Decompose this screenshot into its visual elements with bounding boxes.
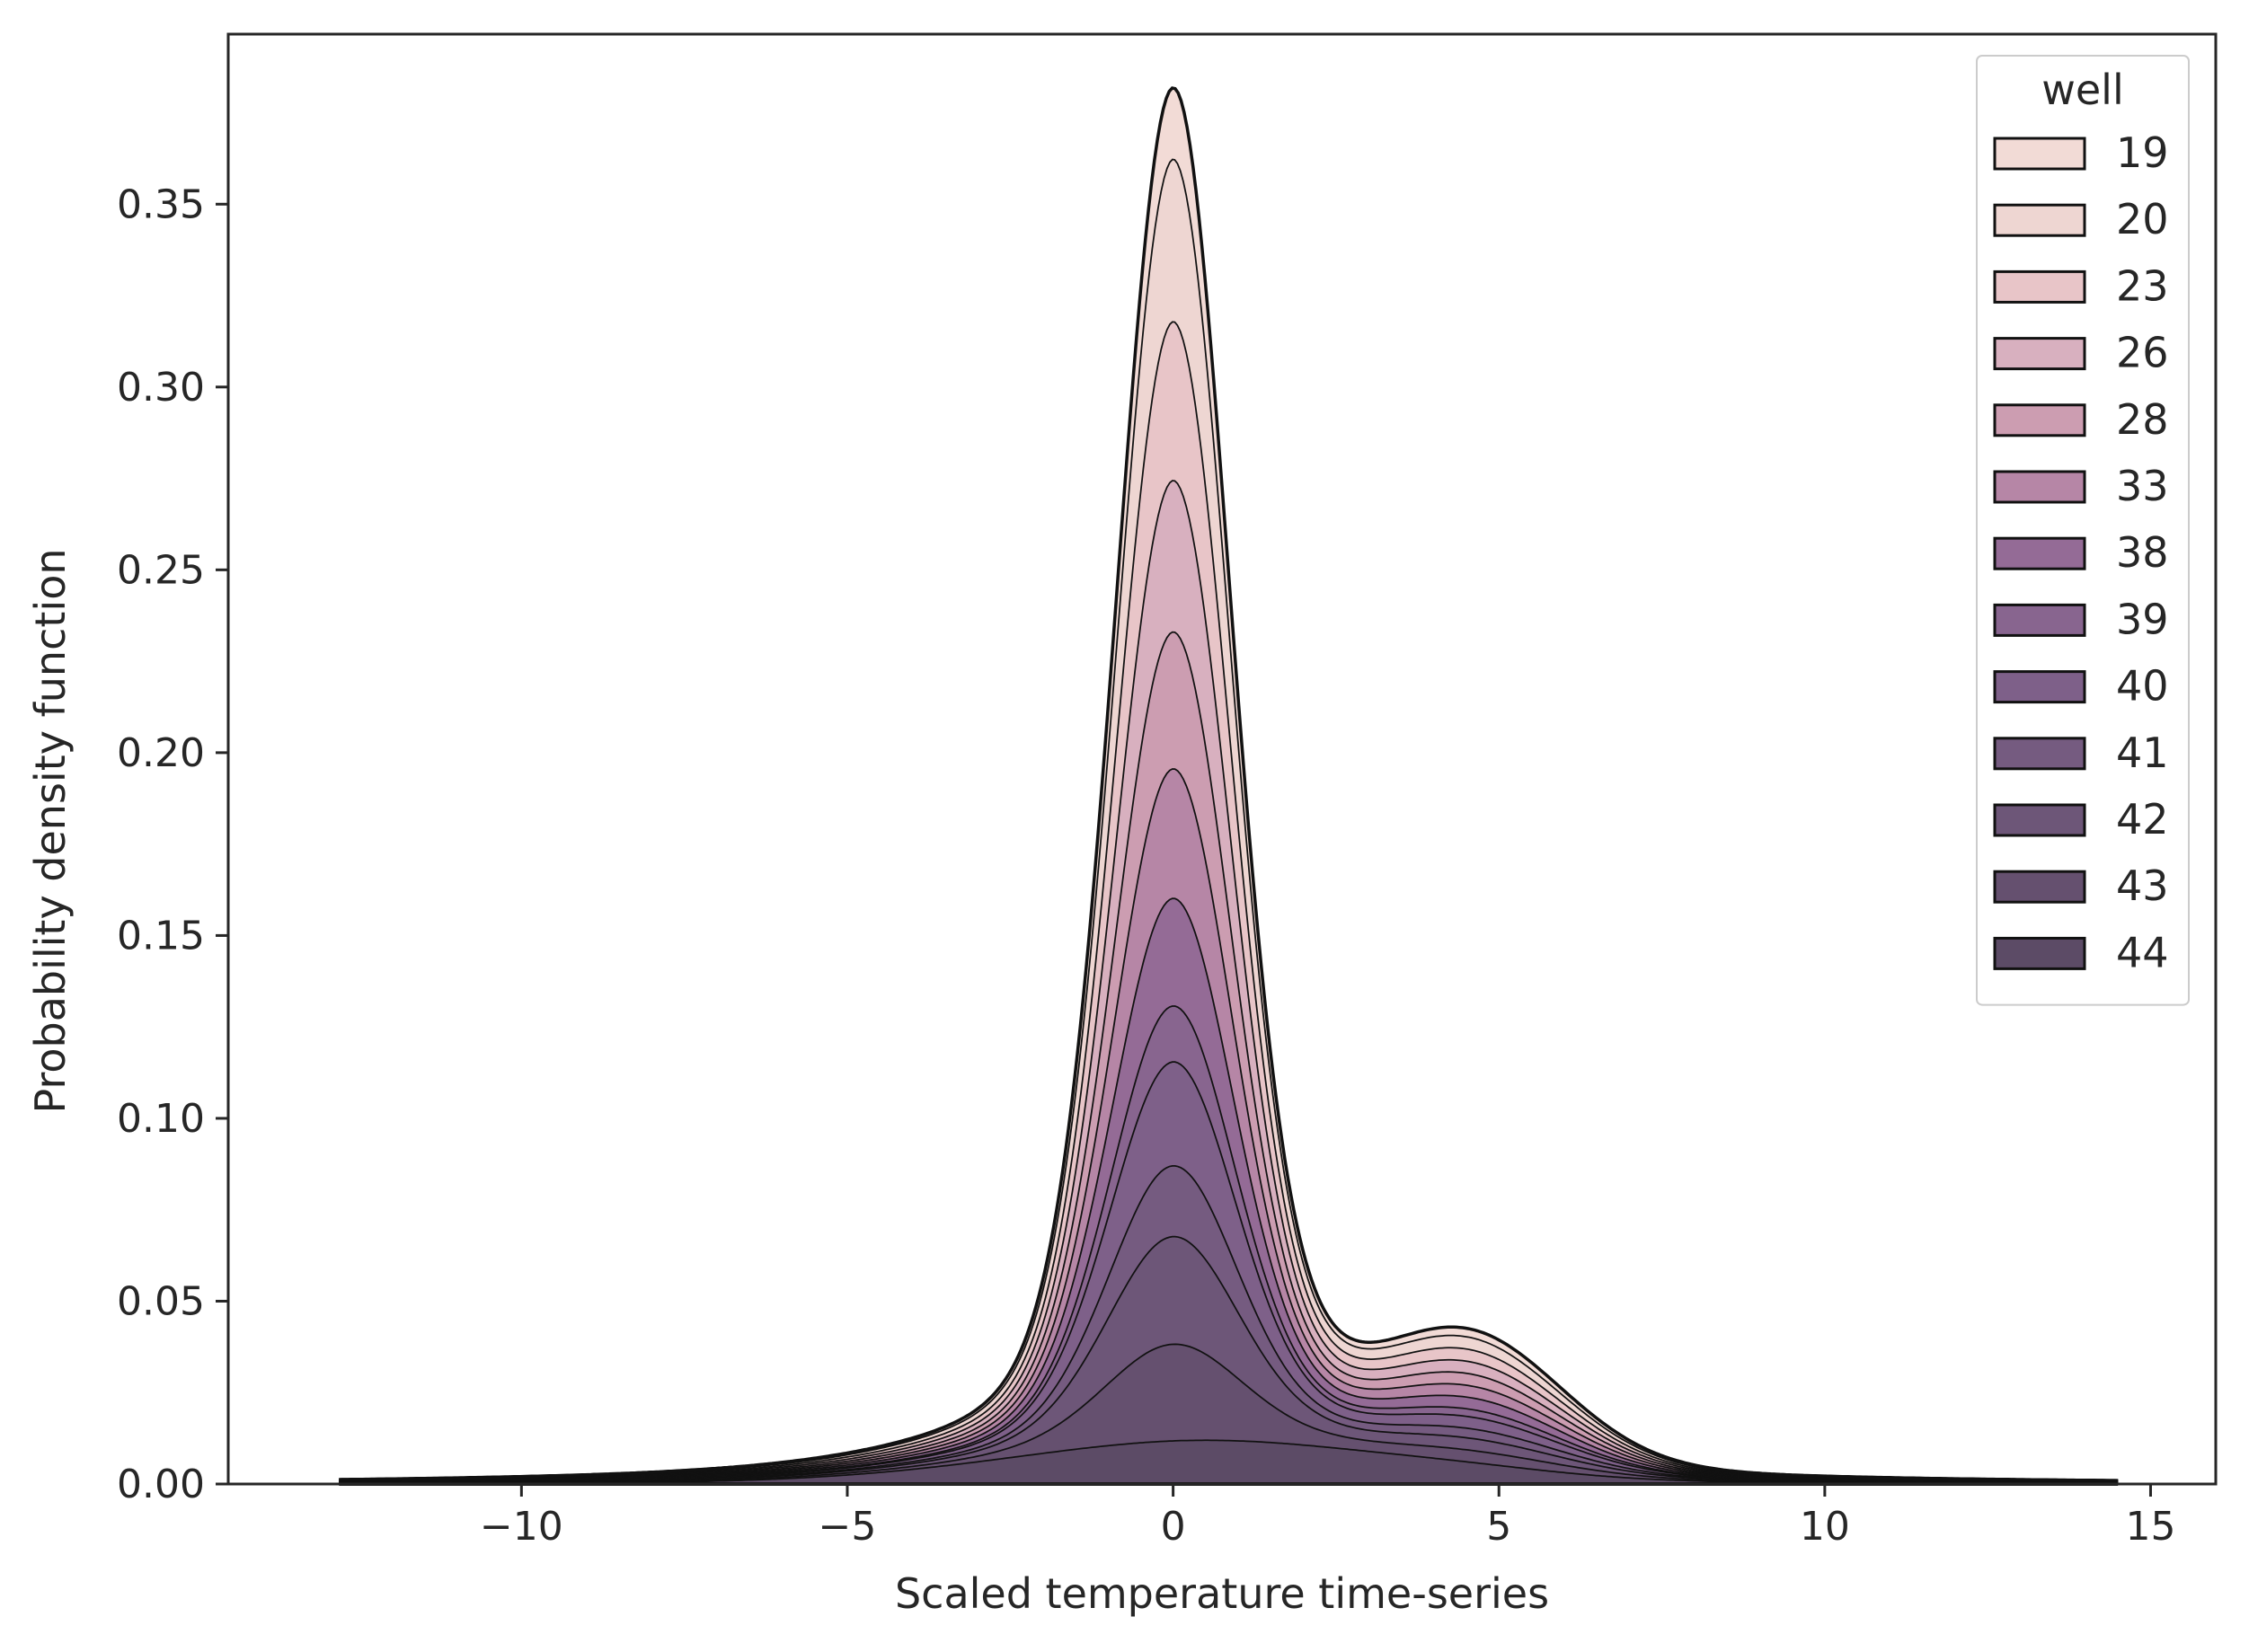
legend-swatch-40 <box>1993 670 2086 704</box>
legend-label-28: 28 <box>2116 395 2169 444</box>
legend-swatch-44 <box>1993 936 2086 970</box>
x-axis-title: Scaled temperature time-series <box>895 1569 1549 1618</box>
y-tick-label: 0.30 <box>117 365 205 411</box>
y-axis-ticks: 0.00 0.05 0.10 0.15 0.20 0.25 0.30 0.35 <box>117 181 228 1507</box>
legend-label-26: 26 <box>2116 329 2169 377</box>
legend-label-41: 41 <box>2116 729 2169 777</box>
y-tick-label: 0.05 <box>117 1278 205 1324</box>
y-axis-title: Probability density function <box>26 549 75 1114</box>
density-area-well-43 <box>339 1343 2119 1484</box>
x-tick-label: −5 <box>819 1504 877 1550</box>
legend-swatch-20 <box>1993 203 2086 237</box>
legend-swatch-38 <box>1993 536 2086 570</box>
legend-label-19: 19 <box>2116 128 2169 177</box>
x-tick-label: 0 <box>1161 1504 1186 1550</box>
density-outline-well-19 <box>339 86 2119 1482</box>
legend-swatch-19 <box>1993 137 2086 171</box>
plot-frame <box>226 32 2218 1486</box>
legend-swatch-23 <box>1993 269 2086 304</box>
legend-swatch-26 <box>1993 337 2086 371</box>
legend-swatch-28 <box>1993 403 2086 437</box>
legend-label-33: 33 <box>2116 462 2169 510</box>
y-tick-label: 0.00 <box>117 1462 205 1507</box>
legend-label-43: 43 <box>2116 861 2169 910</box>
legend-label-42: 42 <box>2116 795 2169 844</box>
legend-label-23: 23 <box>2116 261 2169 310</box>
legend-items: 19 20 23 26 28 33 38 39 40 41 42 43 44 <box>1993 128 2169 976</box>
legend-label-39: 39 <box>2116 595 2169 643</box>
y-tick-label: 0.10 <box>117 1096 205 1142</box>
x-tick-label: −10 <box>480 1504 563 1550</box>
x-tick-label: 10 <box>1800 1504 1850 1550</box>
legend-swatch-43 <box>1993 870 2086 904</box>
x-tick-label: 5 <box>1486 1504 1511 1550</box>
legend-title: well <box>2041 66 2123 114</box>
legend: well 19 20 23 26 28 33 38 39 40 41 42 43 44 <box>1976 55 2190 1006</box>
y-tick-label: 0.15 <box>117 913 205 959</box>
stacked-density-areas <box>339 86 2119 1486</box>
x-axis-ticks: −10 −5 0 5 10 15 <box>480 1484 2175 1550</box>
legend-swatch-33 <box>1993 470 2086 504</box>
y-tick-label: 0.25 <box>117 547 205 593</box>
legend-label-38: 38 <box>2116 528 2169 577</box>
legend-swatch-41 <box>1993 737 2086 771</box>
y-tick-label: 0.35 <box>117 181 205 227</box>
legend-swatch-42 <box>1993 803 2086 837</box>
y-tick-label: 0.20 <box>117 730 205 776</box>
legend-label-20: 20 <box>2116 195 2169 243</box>
density-area-well-44 <box>339 1439 2119 1484</box>
legend-swatch-39 <box>1993 603 2086 637</box>
density-area-well-42 <box>339 1235 2119 1483</box>
x-tick-label: 15 <box>2125 1504 2175 1550</box>
legend-label-44: 44 <box>2116 928 2169 976</box>
legend-label-40: 40 <box>2116 662 2169 711</box>
